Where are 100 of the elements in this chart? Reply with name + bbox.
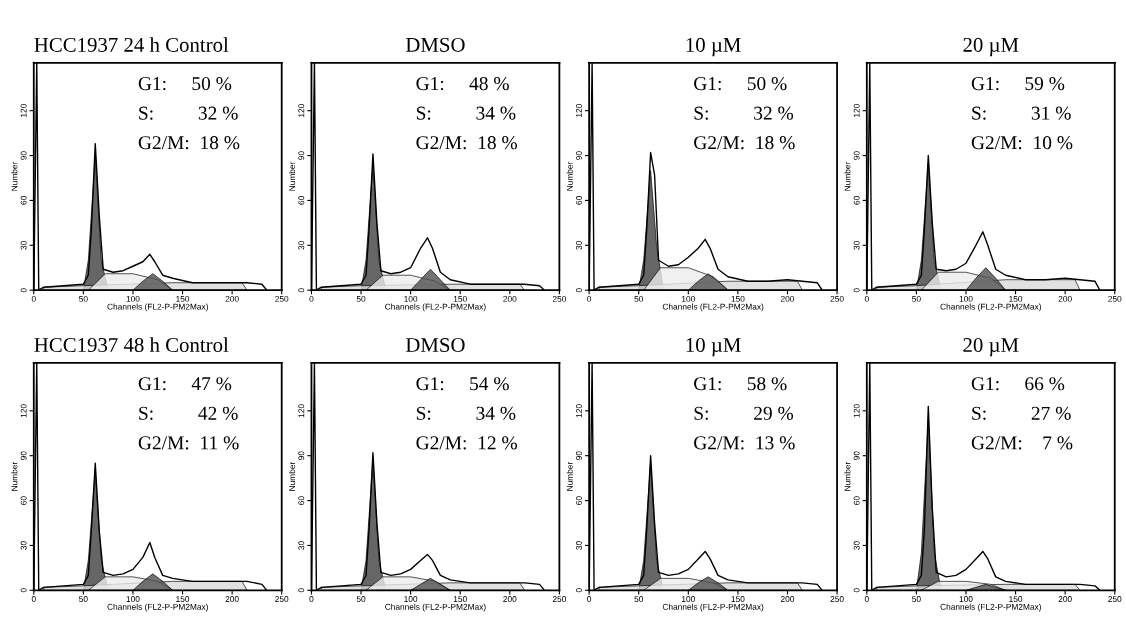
y-tick-label: 120 bbox=[853, 104, 860, 117]
y-tick-label: 30 bbox=[853, 541, 860, 550]
y-tick-label: 60 bbox=[576, 196, 582, 205]
x-tick-label: 200 bbox=[225, 295, 239, 302]
x-tick-label: 0 bbox=[309, 295, 314, 302]
y-tick-label: 120 bbox=[853, 404, 860, 418]
x-tick-label: 100 bbox=[404, 596, 418, 602]
y-tick-label: 90 bbox=[20, 151, 27, 160]
x-tick-label: 250 bbox=[552, 596, 567, 602]
x-tick-label: 150 bbox=[453, 596, 467, 602]
chart-title: HCC1937 24 h Control bbox=[34, 37, 229, 52]
x-tick-label: 0 bbox=[587, 295, 592, 302]
x-tick-label: 150 bbox=[176, 295, 190, 302]
chart-title: HCC1937 48 h Control bbox=[34, 337, 229, 353]
y-tick-label: 60 bbox=[853, 196, 860, 205]
x-tick-label: 50 bbox=[634, 295, 644, 302]
y-axis-title: Number bbox=[11, 461, 18, 491]
annotation: S: 32 % bbox=[694, 106, 794, 120]
y-axis-title: Number bbox=[566, 161, 573, 191]
chart-title: 20 µM bbox=[963, 337, 1019, 357]
y-tick-label: 0 bbox=[20, 588, 27, 593]
x-tick-label: 200 bbox=[780, 596, 795, 602]
annotation: G2/M: 11 % bbox=[138, 436, 239, 450]
x-tick-label: 50 bbox=[912, 295, 921, 302]
annotation: G2/M: 10 % bbox=[971, 136, 1073, 150]
annotation: G2/M: 13 % bbox=[694, 436, 795, 450]
y-tick-label: 90 bbox=[20, 451, 27, 460]
x-tick-label: 150 bbox=[1009, 295, 1023, 302]
y-tick-label: 0 bbox=[853, 288, 860, 293]
annotation: G1: 54 % bbox=[416, 377, 509, 391]
x-axis-title: Channels (FL2-P-PM2Max) bbox=[940, 603, 1041, 612]
y-tick-label: 30 bbox=[298, 541, 305, 550]
annotation: G1: 47 % bbox=[138, 377, 232, 391]
y-tick-label: 0 bbox=[576, 288, 582, 293]
x-tick-label: 200 bbox=[225, 596, 239, 602]
y-tick-label: 90 bbox=[298, 151, 305, 160]
annotation: G1: 50 % bbox=[694, 77, 787, 91]
y-tick-label: 120 bbox=[576, 404, 582, 418]
x-tick-label: 50 bbox=[634, 596, 644, 602]
annotation: G1: 59 % bbox=[971, 77, 1065, 91]
x-tick-label: 100 bbox=[404, 295, 418, 302]
annotation: S: 34 % bbox=[416, 406, 516, 420]
y-tick-label: 0 bbox=[298, 588, 305, 593]
y-tick-label: 0 bbox=[853, 588, 860, 593]
y-tick-label: 30 bbox=[298, 240, 305, 250]
x-tick-label: 0 bbox=[587, 596, 592, 602]
x-tick-label: 250 bbox=[1108, 295, 1122, 302]
x-tick-label: 50 bbox=[79, 596, 88, 602]
x-tick-label: 200 bbox=[1058, 295, 1072, 302]
chart-title: 20 µM bbox=[963, 37, 1019, 57]
y-tick-label: 0 bbox=[576, 588, 582, 593]
x-tick-label: 150 bbox=[453, 295, 467, 302]
x-axis-title: Channels (FL2-P-PM2Max) bbox=[385, 303, 486, 312]
x-tick-label: 0 bbox=[864, 295, 869, 302]
x-tick-label: 200 bbox=[503, 295, 517, 302]
x-axis-title: Channels (FL2-P-PM2Max) bbox=[662, 303, 764, 312]
y-tick-label: 120 bbox=[298, 404, 305, 418]
y-tick-label: 30 bbox=[20, 240, 27, 250]
x-tick-label: 0 bbox=[309, 596, 314, 602]
annotation: G1: 50 % bbox=[138, 77, 232, 91]
annotation: G2/M: 12 % bbox=[416, 436, 518, 450]
x-tick-label: 150 bbox=[731, 596, 745, 602]
y-tick-label: 60 bbox=[298, 496, 305, 505]
y-tick-label: 60 bbox=[853, 496, 860, 505]
x-axis-title: Channels (FL2-P-PM2Max) bbox=[940, 303, 1041, 312]
x-tick-label: 50 bbox=[356, 596, 366, 602]
annotation: S: 31 % bbox=[972, 106, 1071, 120]
y-tick-label: 90 bbox=[853, 151, 860, 160]
x-tick-label: 100 bbox=[681, 295, 695, 302]
x-tick-label: 150 bbox=[1009, 596, 1023, 602]
chart-title: 10 µM bbox=[686, 37, 741, 57]
x-tick-label: 0 bbox=[864, 596, 869, 602]
y-tick-label: 30 bbox=[20, 541, 27, 550]
x-tick-label: 0 bbox=[31, 295, 36, 302]
x-tick-label: 250 bbox=[830, 596, 844, 602]
y-tick-label: 60 bbox=[298, 196, 305, 205]
annotation: G2/M: 18 % bbox=[138, 136, 240, 150]
x-tick-label: 250 bbox=[1108, 596, 1122, 602]
x-axis-title: Channels (FL2-P-PM2Max) bbox=[662, 603, 764, 612]
y-tick-label: 90 bbox=[576, 151, 582, 160]
x-tick-label: 100 bbox=[681, 596, 695, 602]
y-axis-title: Number bbox=[566, 461, 573, 491]
y-tick-label: 60 bbox=[576, 496, 582, 505]
x-tick-label: 100 bbox=[126, 295, 140, 302]
x-tick-label: 100 bbox=[959, 295, 973, 302]
y-tick-label: 120 bbox=[20, 104, 27, 117]
x-axis-title: Channels (FL2-P-PM2Max) bbox=[385, 603, 486, 612]
x-tick-label: 100 bbox=[126, 596, 140, 602]
y-tick-label: 120 bbox=[576, 104, 582, 117]
y-axis-title: Number bbox=[288, 461, 296, 491]
y-axis-title: Number bbox=[11, 161, 18, 191]
annotation: S: 42 % bbox=[139, 406, 238, 420]
y-tick-label: 120 bbox=[20, 404, 27, 418]
x-tick-label: 50 bbox=[356, 295, 366, 302]
x-axis-title: Channels (FL2-P-PM2Max) bbox=[107, 303, 208, 312]
y-tick-label: 60 bbox=[20, 496, 27, 505]
x-axis-title: Channels (FL2-P-PM2Max) bbox=[107, 603, 208, 612]
chart-title: 10 µM bbox=[686, 337, 741, 357]
x-tick-label: 200 bbox=[780, 295, 795, 302]
x-tick-label: 150 bbox=[176, 596, 190, 602]
